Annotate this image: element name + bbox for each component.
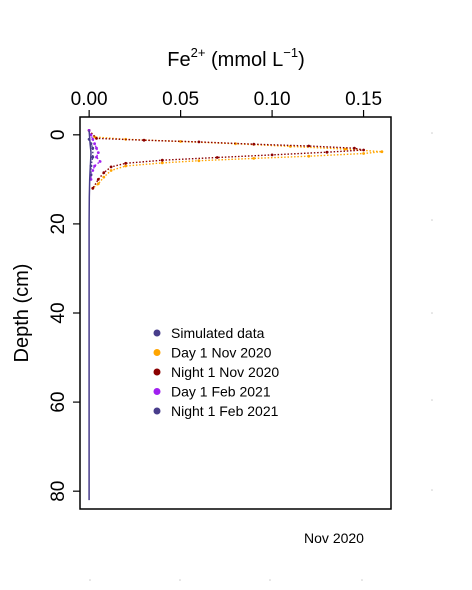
x-tick-label: 0.10 <box>254 89 291 110</box>
data-point <box>160 161 164 165</box>
legend-label: Day 1 Nov 2020 <box>171 345 272 361</box>
data-point <box>109 165 113 169</box>
decorative-dot <box>431 219 433 221</box>
decorative-dot <box>269 579 271 581</box>
legend-swatch <box>153 368 161 376</box>
decorative-dot <box>431 489 433 491</box>
data-point <box>362 148 365 152</box>
data-point <box>98 160 102 163</box>
data-point <box>102 171 106 175</box>
title-part-unit: (mmol L <box>205 49 283 71</box>
data-point <box>270 153 274 157</box>
legend-label: Night 1 Feb 2021 <box>171 403 279 419</box>
data-series <box>87 129 384 501</box>
series-simulated-data <box>88 130 92 501</box>
data-point <box>353 146 356 150</box>
decorative-dot <box>431 312 433 314</box>
data-point <box>325 150 329 154</box>
title-part-close: ) <box>298 49 305 71</box>
data-point <box>91 169 95 172</box>
plot-frame <box>79 116 392 510</box>
legend-label: Simulated data <box>171 325 265 341</box>
series-day-1-nov-2020 <box>87 129 384 190</box>
footer-label: Nov 2020 <box>304 530 364 546</box>
data-point <box>215 156 219 159</box>
data-point <box>91 155 95 159</box>
data-point <box>109 169 113 172</box>
data-point <box>197 159 201 163</box>
data-point <box>102 175 106 179</box>
legend-label: Day 1 Feb 2021 <box>171 384 271 400</box>
data-point <box>91 186 95 190</box>
x-tick-label: 0.00 <box>71 89 108 110</box>
decorative-dot <box>431 132 433 134</box>
legend-swatch <box>153 329 161 337</box>
data-point <box>95 137 98 140</box>
data-point <box>95 155 98 159</box>
data-point <box>95 146 98 150</box>
data-point <box>124 164 128 168</box>
y-tick-label: 40 <box>48 302 69 323</box>
series-day-1-feb-2021 <box>87 129 102 181</box>
y-tick-label: 80 <box>48 481 69 502</box>
data-point <box>93 142 96 146</box>
title-part-superscript: 2+ <box>191 45 206 60</box>
data-point <box>160 158 164 162</box>
data-point <box>197 140 201 144</box>
decorative-dot <box>431 399 433 401</box>
legend-label: Night 1 Nov 2020 <box>171 364 279 380</box>
data-point <box>380 150 384 154</box>
decorative-dot <box>179 579 181 581</box>
title-part-main: Fe <box>167 49 190 71</box>
data-point <box>96 182 100 186</box>
series-night-1-nov-2020 <box>87 129 365 190</box>
decorative-dot <box>89 579 91 581</box>
data-point <box>307 144 311 148</box>
y-tick-label: 20 <box>48 213 69 234</box>
data-point <box>343 147 347 151</box>
decorative-dot <box>361 579 363 581</box>
data-point <box>124 161 128 165</box>
legend: Simulated data Day 1 Nov 2020 Night 1 Nov … <box>153 325 279 419</box>
data-point <box>96 178 100 181</box>
legend-swatch <box>153 349 161 356</box>
data-point <box>142 138 146 142</box>
data-point <box>96 151 100 155</box>
x-tick-label: 0.15 <box>345 89 382 110</box>
data-point <box>91 137 95 141</box>
legend-swatch <box>153 407 161 415</box>
y-tick-label: 60 <box>48 392 69 413</box>
legend-swatch <box>153 388 161 395</box>
data-point <box>89 133 93 137</box>
y-tick-label: 0 <box>48 130 69 141</box>
series-line <box>88 130 92 501</box>
data-point <box>252 157 256 160</box>
chart-title: Fe2+ (mmol L−1) <box>167 45 304 71</box>
y-axis-ticks: 0 20 40 60 80 <box>48 130 80 502</box>
data-point <box>362 152 365 155</box>
x-axis-ticks: 0.00 0.05 0.10 0.15 <box>71 89 382 117</box>
data-point <box>91 146 95 150</box>
series-trace <box>88 129 364 189</box>
data-point <box>252 142 256 146</box>
y-axis-label: Depth (cm) <box>11 264 33 363</box>
data-point <box>307 154 311 158</box>
title-part-exponent: −1 <box>283 45 298 60</box>
x-tick-label: 0.05 <box>162 89 199 110</box>
data-point <box>93 164 96 168</box>
decorative-marks <box>89 132 433 581</box>
